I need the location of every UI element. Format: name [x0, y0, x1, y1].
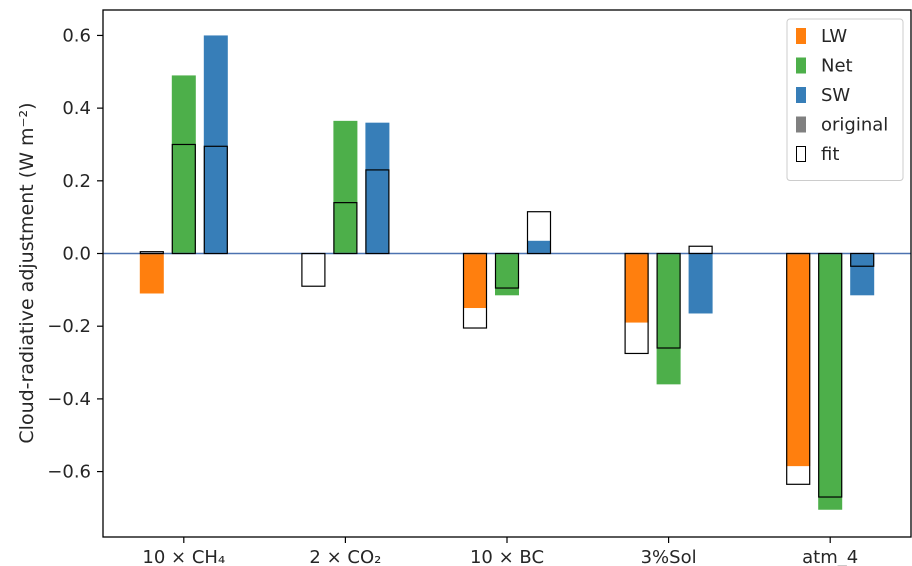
legend-swatch-sw: [796, 87, 806, 103]
bar-net-atm-4-fit: [818, 252, 843, 498]
x-tick-label: 10 × CH₄: [142, 547, 225, 566]
y-tick-label: −0.6: [47, 462, 91, 483]
legend: LW Net SW original fit: [786, 18, 904, 181]
y-tick-label: 0.0: [62, 244, 91, 265]
bar-lw-10-bc-original: [463, 253, 487, 309]
bar-lw-10-bc-fit: [462, 252, 488, 329]
x-tick-label: 2 × CO₂: [309, 547, 381, 566]
bar-lw-2-co-fit: [301, 252, 326, 287]
bar-sw-10-ch-fit: [203, 145, 228, 255]
bar-lw-10-ch-original: [139, 253, 164, 294]
bar-sw-atm-4-fit: [850, 252, 875, 267]
bar-net-3-sol-fit: [656, 252, 681, 349]
y-axis: −0.6 −0.4 −0.2 0.0 0.2 0.4 0.6: [47, 25, 103, 483]
legend-label-fit: fit: [821, 144, 839, 165]
legend-label-net: Net: [821, 56, 853, 77]
bar-sw-2-co-original: [365, 122, 390, 254]
bar-net-2-co-fit: [333, 202, 358, 255]
y-tick-label: 0.6: [62, 25, 91, 46]
legend-swatch-original: [796, 116, 806, 133]
bar-sw-atm-4-original: [850, 253, 875, 296]
bar-net-10-ch-original: [171, 75, 196, 254]
legend-label-sw: SW: [821, 85, 850, 106]
x-tick-label: 10 × BC: [470, 547, 544, 566]
bar-net-2-co-original: [333, 120, 358, 254]
bar-net-10-bc-original: [495, 253, 519, 296]
bar-net-3-sol-original: [656, 253, 681, 385]
legend-box: [786, 18, 904, 181]
bar-net-10-ch-fit: [171, 143, 196, 255]
bar-lw-10-ch-fit: [139, 251, 164, 255]
bar-net-atm-4-original: [818, 253, 843, 510]
bar-lw-3-sol-fit: [624, 252, 649, 355]
legend-label-lw: LW: [821, 26, 847, 47]
bar-sw-10-bc-fit: [526, 211, 552, 255]
bar-sw-10-bc-original: [527, 240, 551, 254]
x-axis: 10 × CH₄ 2 × CO₂ 10 × BC 3%Sol atm_4: [142, 537, 858, 566]
bar-lw-atm-4-fit: [786, 252, 811, 485]
legend-swatch-fit: [796, 146, 806, 162]
bar-sw-3-sol-fit: [688, 245, 713, 255]
y-tick-label: −0.4: [47, 389, 91, 410]
bar-lw-3-sol-original: [624, 253, 649, 323]
y-axis-label: Cloud-radiative adjustment (W m⁻²): [16, 102, 38, 443]
bar-lw-atm-4-original: [786, 253, 811, 467]
bar-net-10-bc-fit: [494, 252, 520, 289]
bar-sw-10-ch-original: [203, 35, 228, 254]
y-tick-label: 0.4: [62, 98, 91, 119]
legend-label-original: original: [821, 115, 888, 136]
legend-swatch-lw: [796, 28, 806, 44]
x-tick-label: 3%Sol: [641, 547, 697, 566]
fit-outlines-layer: [139, 143, 875, 498]
legend-swatch-net: [796, 57, 806, 74]
bar-sw-2-co-fit: [365, 169, 390, 255]
x-tick-label: atm_4: [802, 547, 858, 566]
y-tick-label: −0.2: [47, 316, 91, 337]
bars-layer: [139, 35, 875, 510]
bar-sw-3-sol-original: [688, 253, 713, 314]
y-tick-label: 0.2: [62, 171, 91, 192]
